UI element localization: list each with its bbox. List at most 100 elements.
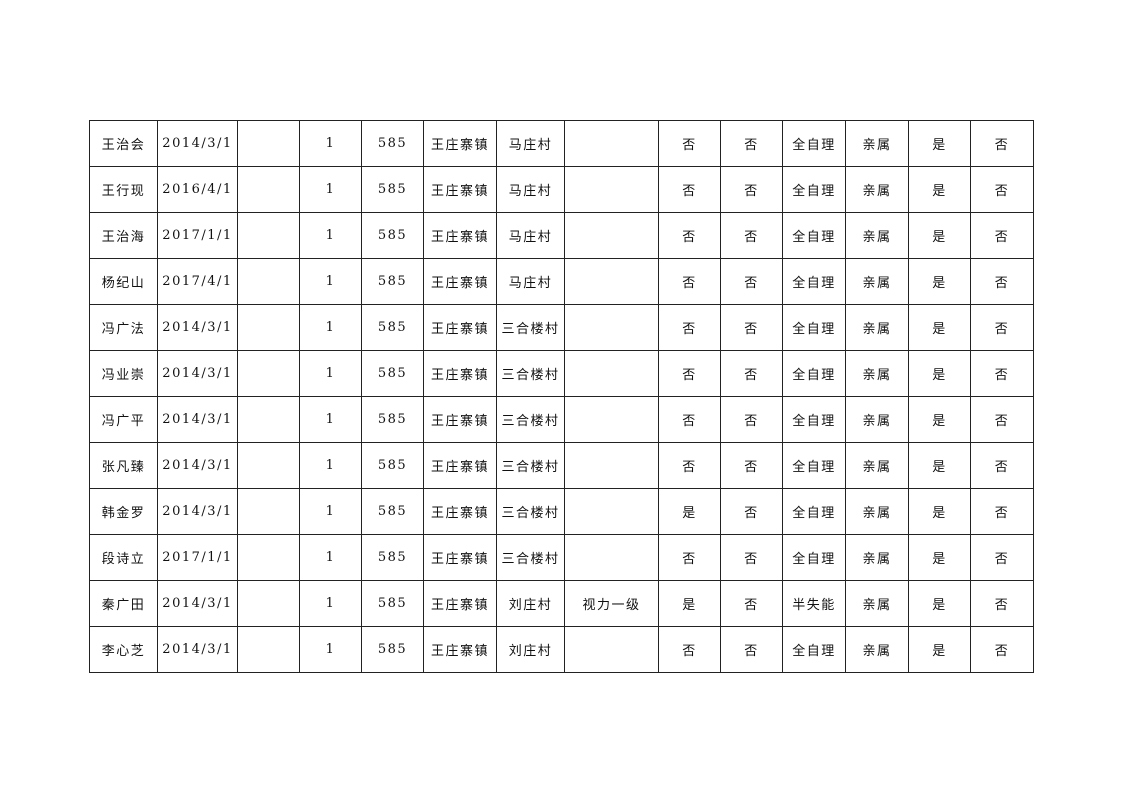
table-cell: 585 [361, 166, 424, 213]
table-cell: 2014/3/1 [157, 304, 238, 351]
table-cell: 2014/3/1 [157, 442, 238, 489]
table-cell: 是 [908, 212, 971, 259]
table-cell: 是 [908, 166, 971, 213]
table-cell: 否 [658, 258, 721, 305]
table-cell: 王庄寨镇 [423, 258, 497, 305]
table-cell: 585 [361, 442, 424, 489]
table-cell: 王庄寨镇 [423, 626, 497, 673]
table-cell: 是 [908, 442, 971, 489]
table-cell: 全自理 [782, 166, 846, 213]
table-cell: 否 [720, 488, 783, 535]
table-cell: 亲属 [845, 258, 909, 305]
table-row: 冯广法 2014/3/1 1 585 王庄寨镇 三合楼村否否全自理 亲属是否 [89, 304, 1034, 351]
table-cell: 2017/4/1 [157, 258, 238, 305]
table-cell: 亲属 [845, 350, 909, 397]
table-cell: 是 [908, 258, 971, 305]
records-table: 王治会 2014/3/1 1 585 王庄寨镇 马庄村否否全自理 亲属是否王行现 2016/4… [89, 120, 1034, 673]
table-cell [237, 580, 300, 627]
table-cell: 是 [908, 304, 971, 351]
table-cell: 三合楼村 [496, 396, 565, 443]
table-cell: 王庄寨镇 [423, 534, 497, 581]
table-cell: 2014/3/1 [157, 350, 238, 397]
table-cell: 全自理 [782, 304, 846, 351]
table-cell: 585 [361, 626, 424, 673]
table-cell: 张凡臻 [89, 442, 158, 489]
table-cell: 韩金罗 [89, 488, 158, 535]
table-cell: 是 [908, 534, 971, 581]
table-cell: 1 [299, 534, 362, 581]
table-cell: 秦广田 [89, 580, 158, 627]
table-cell: 刘庄村 [496, 580, 565, 627]
table-cell: 三合楼村 [496, 304, 565, 351]
table-cell: 王治海 [89, 212, 158, 259]
table-cell: 否 [658, 396, 721, 443]
table-cell: 三合楼村 [496, 442, 565, 489]
table-cell: 否 [970, 488, 1034, 535]
table-row: 冯广平 2014/3/1 1 585 王庄寨镇 三合楼村否否全自理 亲属是否 [89, 396, 1034, 443]
table-cell: 三合楼村 [496, 488, 565, 535]
table-cell [237, 442, 300, 489]
table-cell: 是 [908, 120, 971, 167]
table-cell: 亲属 [845, 120, 909, 167]
table-cell: 1 [299, 488, 362, 535]
table-cell: 视力一级 [564, 580, 659, 627]
table-cell: 亲属 [845, 166, 909, 213]
table-cell: 585 [361, 120, 424, 167]
table-row: 冯业崇 2014/3/1 1 585 王庄寨镇 三合楼村否否全自理 亲属是否 [89, 350, 1034, 397]
table-cell: 否 [658, 442, 721, 489]
table-cell: 否 [720, 120, 783, 167]
table-cell [564, 396, 659, 443]
table-cell: 否 [970, 350, 1034, 397]
table-cell: 全自理 [782, 350, 846, 397]
table-row: 段诗立 2017/1/1 1 585 王庄寨镇 三合楼村否否全自理 亲属是否 [89, 534, 1034, 581]
table-cell: 585 [361, 534, 424, 581]
table-cell: 全自理 [782, 488, 846, 535]
table-cell: 否 [658, 534, 721, 581]
table-cell: 王庄寨镇 [423, 166, 497, 213]
table-row: 王治会 2014/3/1 1 585 王庄寨镇 马庄村否否全自理 亲属是否 [89, 120, 1034, 167]
table-cell: 2017/1/1 [157, 212, 238, 259]
table-cell: 1 [299, 442, 362, 489]
table-cell [564, 166, 659, 213]
table-cell: 否 [720, 442, 783, 489]
table-cell: 1 [299, 580, 362, 627]
table-cell: 否 [658, 166, 721, 213]
table-cell: 否 [658, 120, 721, 167]
table-cell: 否 [720, 396, 783, 443]
table-cell: 1 [299, 258, 362, 305]
table-cell: 王庄寨镇 [423, 580, 497, 627]
table-cell: 2014/3/1 [157, 626, 238, 673]
table-cell: 否 [970, 442, 1034, 489]
table-cell: 否 [720, 258, 783, 305]
table-cell: 否 [970, 626, 1034, 673]
table-cell: 王行现 [89, 166, 158, 213]
table-cell: 否 [720, 166, 783, 213]
table-cell: 2016/4/1 [157, 166, 238, 213]
table-cell: 王庄寨镇 [423, 442, 497, 489]
table-cell: 全自理 [782, 626, 846, 673]
table-cell: 2014/3/1 [157, 120, 238, 167]
table-cell: 马庄村 [496, 166, 565, 213]
table-row: 李心芝 2014/3/1 1 585 王庄寨镇 刘庄村否否全自理 亲属是否 [89, 626, 1034, 673]
table-cell: 亲属 [845, 212, 909, 259]
table-cell: 王庄寨镇 [423, 120, 497, 167]
table-cell: 冯广法 [89, 304, 158, 351]
table-cell: 否 [970, 258, 1034, 305]
table-cell: 王庄寨镇 [423, 212, 497, 259]
table-cell: 亲属 [845, 304, 909, 351]
table-cell: 全自理 [782, 120, 846, 167]
table-cell: 585 [361, 396, 424, 443]
table-cell: 否 [970, 396, 1034, 443]
table-cell: 1 [299, 120, 362, 167]
table-cell: 否 [970, 120, 1034, 167]
table-cell: 亲属 [845, 534, 909, 581]
table-cell: 王庄寨镇 [423, 488, 497, 535]
table-cell: 王庄寨镇 [423, 396, 497, 443]
table-cell [564, 120, 659, 167]
table-cell: 三合楼村 [496, 350, 565, 397]
table-cell: 亲属 [845, 396, 909, 443]
table-cell: 585 [361, 304, 424, 351]
table-cell: 2014/3/1 [157, 396, 238, 443]
table-cell [564, 350, 659, 397]
table-cell: 585 [361, 212, 424, 259]
